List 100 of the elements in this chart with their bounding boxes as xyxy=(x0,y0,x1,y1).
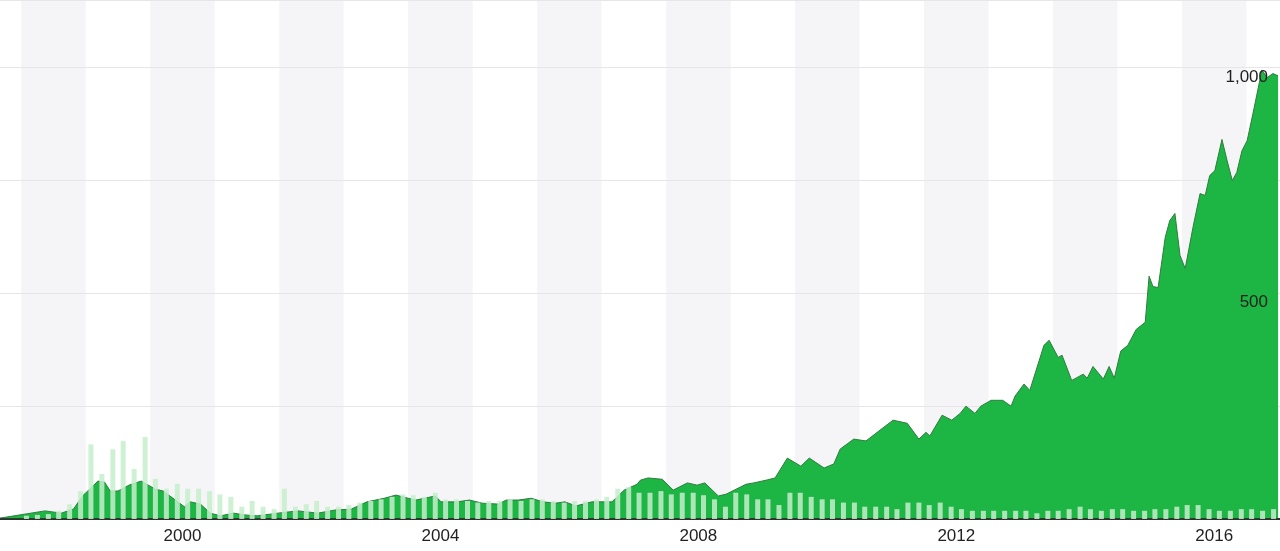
bar xyxy=(271,509,277,519)
bar xyxy=(593,499,599,519)
bar xyxy=(884,506,890,519)
bar xyxy=(744,494,750,519)
bar xyxy=(421,496,427,519)
bar xyxy=(410,495,416,519)
bar xyxy=(185,488,191,519)
bar xyxy=(67,504,73,519)
bar xyxy=(207,491,213,519)
bar xyxy=(808,496,814,519)
bar xyxy=(174,483,180,519)
bar xyxy=(529,499,535,519)
bar xyxy=(840,502,846,519)
bar xyxy=(1002,510,1008,519)
bar xyxy=(679,492,685,519)
bar xyxy=(228,496,234,519)
bar xyxy=(152,478,158,519)
bar xyxy=(873,506,879,519)
bar xyxy=(755,499,761,519)
bar xyxy=(797,492,803,519)
bar xyxy=(572,500,578,519)
bar xyxy=(948,506,954,519)
bar xyxy=(958,509,964,519)
bar xyxy=(475,502,481,519)
x-tick-label: 2012 xyxy=(937,526,976,545)
bar xyxy=(937,502,943,519)
bar xyxy=(1066,509,1072,519)
x-tick-label: 2000 xyxy=(163,526,202,545)
bar xyxy=(1045,510,1051,519)
bar xyxy=(486,500,492,519)
bar xyxy=(507,499,513,519)
bar xyxy=(916,502,922,519)
bar xyxy=(1174,506,1180,519)
bar xyxy=(465,500,471,519)
bar xyxy=(260,506,266,519)
bar xyxy=(110,449,116,519)
bar xyxy=(711,499,717,519)
bar xyxy=(88,444,94,519)
bar xyxy=(1142,510,1148,519)
bar xyxy=(368,500,374,519)
bar xyxy=(1152,509,1158,519)
bar xyxy=(1077,506,1083,519)
bar xyxy=(23,515,29,519)
bar xyxy=(357,502,363,519)
bar xyxy=(819,499,825,519)
bar xyxy=(120,441,126,519)
bar xyxy=(722,506,728,519)
bar xyxy=(518,500,524,519)
bar xyxy=(1206,509,1212,519)
bar xyxy=(281,488,287,519)
bar xyxy=(787,492,793,519)
bar xyxy=(34,514,40,519)
bar xyxy=(389,496,395,519)
bar xyxy=(45,514,51,519)
bar xyxy=(615,488,621,519)
bar xyxy=(1131,510,1137,519)
bar xyxy=(217,494,223,519)
bar xyxy=(163,488,169,519)
bar xyxy=(78,491,84,519)
bar xyxy=(239,506,245,519)
bar xyxy=(647,492,653,519)
bar xyxy=(894,509,900,519)
bar xyxy=(765,499,771,519)
bar xyxy=(443,499,449,519)
bar xyxy=(980,510,986,519)
bar xyxy=(1260,510,1266,519)
bar xyxy=(690,492,696,519)
bar xyxy=(862,506,868,519)
bar xyxy=(658,491,664,519)
bar xyxy=(636,492,642,519)
bar xyxy=(733,492,739,519)
bar xyxy=(550,500,556,519)
bar xyxy=(1023,510,1029,519)
bar xyxy=(539,499,545,519)
bar xyxy=(142,437,148,519)
bar xyxy=(249,500,255,519)
bar xyxy=(378,499,384,519)
bar xyxy=(131,468,137,519)
bar xyxy=(346,505,352,519)
bar xyxy=(905,502,911,519)
bar xyxy=(497,500,503,519)
bar xyxy=(196,488,202,519)
x-tick-label: 2008 xyxy=(679,526,718,545)
bar xyxy=(1249,509,1255,519)
bar xyxy=(1055,510,1061,519)
bar xyxy=(336,506,342,519)
bar xyxy=(56,510,62,519)
bar xyxy=(1216,510,1222,519)
bar xyxy=(1238,509,1244,519)
bar xyxy=(969,510,975,519)
bar xyxy=(626,487,632,519)
bar xyxy=(1271,509,1277,519)
bar xyxy=(1227,510,1233,519)
bar xyxy=(926,505,932,519)
bar xyxy=(604,496,610,519)
bar xyxy=(432,492,438,519)
bar xyxy=(561,502,567,519)
bar xyxy=(1120,509,1126,519)
bar xyxy=(1184,505,1190,519)
x-tick-label: 2016 xyxy=(1195,526,1234,545)
